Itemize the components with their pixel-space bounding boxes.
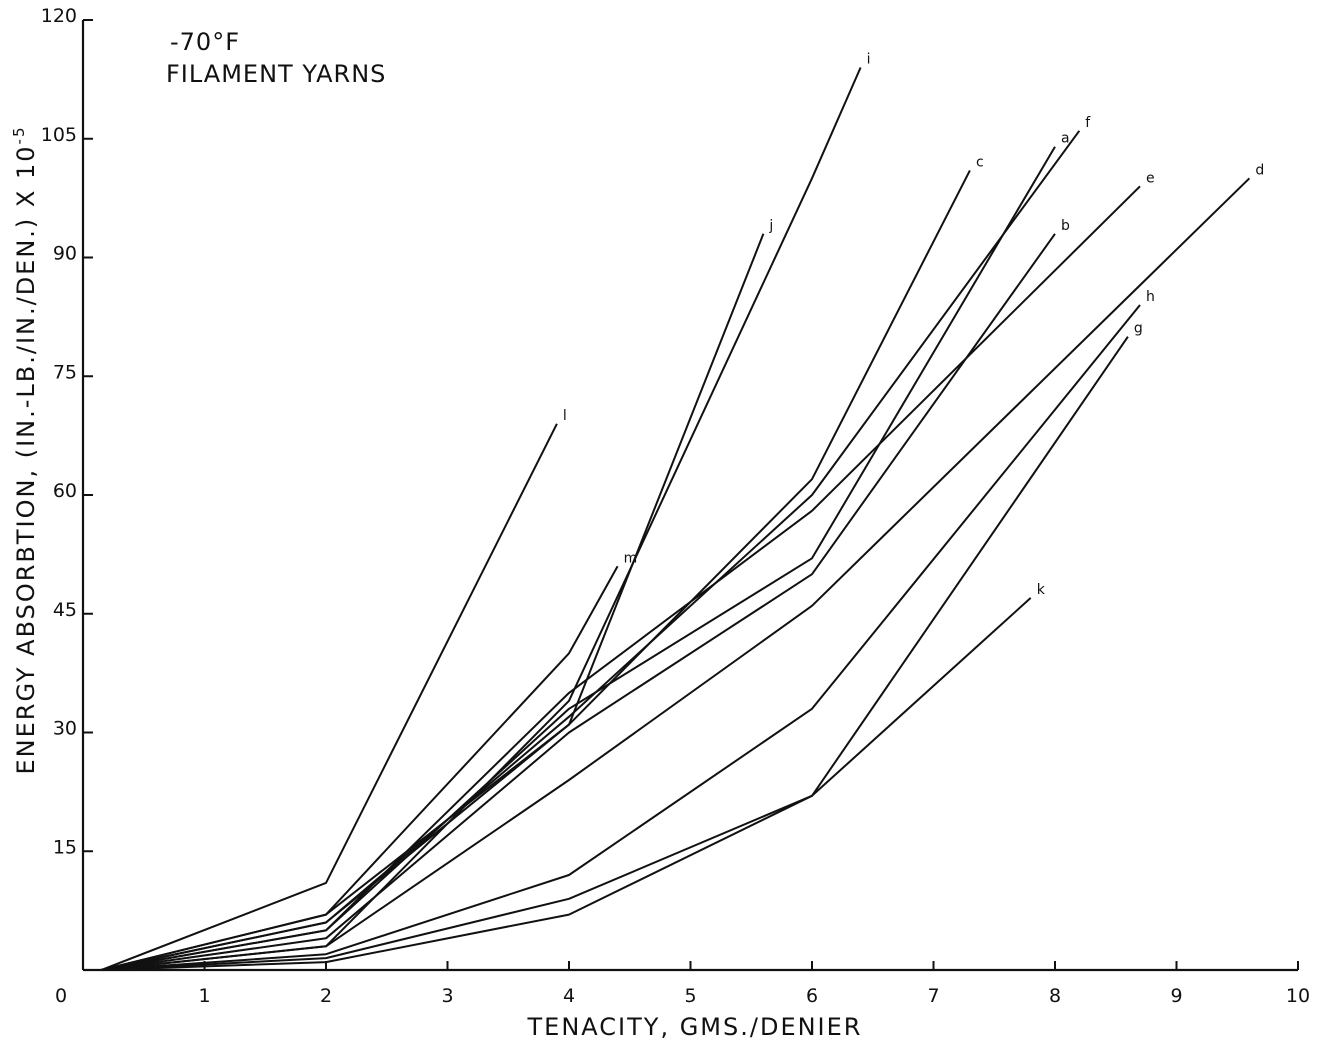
series-label-j: j	[768, 218, 773, 234]
x-tick-label: 0	[55, 985, 67, 1007]
y-axis-title: ENERGY ABSORBTION, (IN.-LB./IN./DEN.) X …	[10, 126, 40, 775]
series-line-f	[100, 130, 1081, 971]
series-line-i	[101, 67, 862, 971]
series-line-c	[100, 169, 971, 971]
series-label-b: b	[1061, 218, 1070, 234]
y-tick-label: 15	[53, 836, 77, 858]
series-label-k: k	[1037, 582, 1046, 598]
series-label-a: a	[1061, 131, 1070, 147]
x-tick-label: 3	[441, 985, 453, 1007]
series-label-h: h	[1146, 289, 1155, 305]
series-label-f: f	[1085, 115, 1091, 131]
series-labels: a b c d e f gh i j k l m	[563, 52, 1264, 598]
x-tick-label: 1	[198, 985, 210, 1007]
series-label-g: g	[1134, 321, 1143, 337]
y-tick-label: 90	[53, 243, 77, 265]
series-label-m: m	[624, 550, 638, 566]
x-tick-label: 8	[1049, 985, 1061, 1007]
series-label-i: i	[867, 52, 871, 68]
series-line-d	[101, 177, 1251, 971]
x-axis-title: TENACITY, GMS./DENIER	[527, 1013, 863, 1041]
axes	[81, 20, 1298, 972]
y-tick-label: 60	[53, 480, 77, 502]
x-tick-label: 9	[1170, 985, 1182, 1007]
series-label-d: d	[1255, 162, 1264, 178]
y-tick-label: 75	[53, 361, 77, 383]
y-tick-label: 45	[53, 599, 77, 621]
y-axis-title-exponent: -5	[10, 126, 28, 145]
series-line-h	[101, 304, 1141, 971]
series-line-e	[101, 185, 1141, 971]
series-lines	[100, 67, 1251, 971]
x-tick-label: 7	[927, 985, 939, 1007]
x-tick-label: 10	[1286, 985, 1310, 1007]
series-line-k	[101, 597, 1032, 971]
y-axis-title-main: ENERGY ABSORBTION, (IN.-LB./IN./DEN.) X …	[12, 144, 40, 774]
x-tick-label: 4	[563, 985, 575, 1007]
series-label-e: e	[1146, 170, 1155, 186]
series-line-l	[100, 423, 558, 971]
y-tick-label: 120	[41, 5, 77, 27]
series-line-a	[101, 146, 1056, 971]
x-tick-label: 6	[806, 985, 818, 1007]
series-label-l: l	[563, 408, 567, 424]
annotation-temperature: -70°F	[170, 28, 240, 56]
x-tick-label: 5	[684, 985, 696, 1007]
series-line-g	[101, 336, 1129, 971]
series-line-j	[100, 233, 765, 971]
series-label-c: c	[976, 154, 984, 170]
series-line-m	[100, 565, 619, 971]
y-tick-label: 30	[53, 718, 77, 740]
annotation-yarn-type: FILAMENT YARNS	[166, 60, 386, 88]
x-tick-label: 2	[320, 985, 332, 1007]
series-line-b	[101, 233, 1056, 971]
y-tick-label: 105	[41, 124, 77, 146]
